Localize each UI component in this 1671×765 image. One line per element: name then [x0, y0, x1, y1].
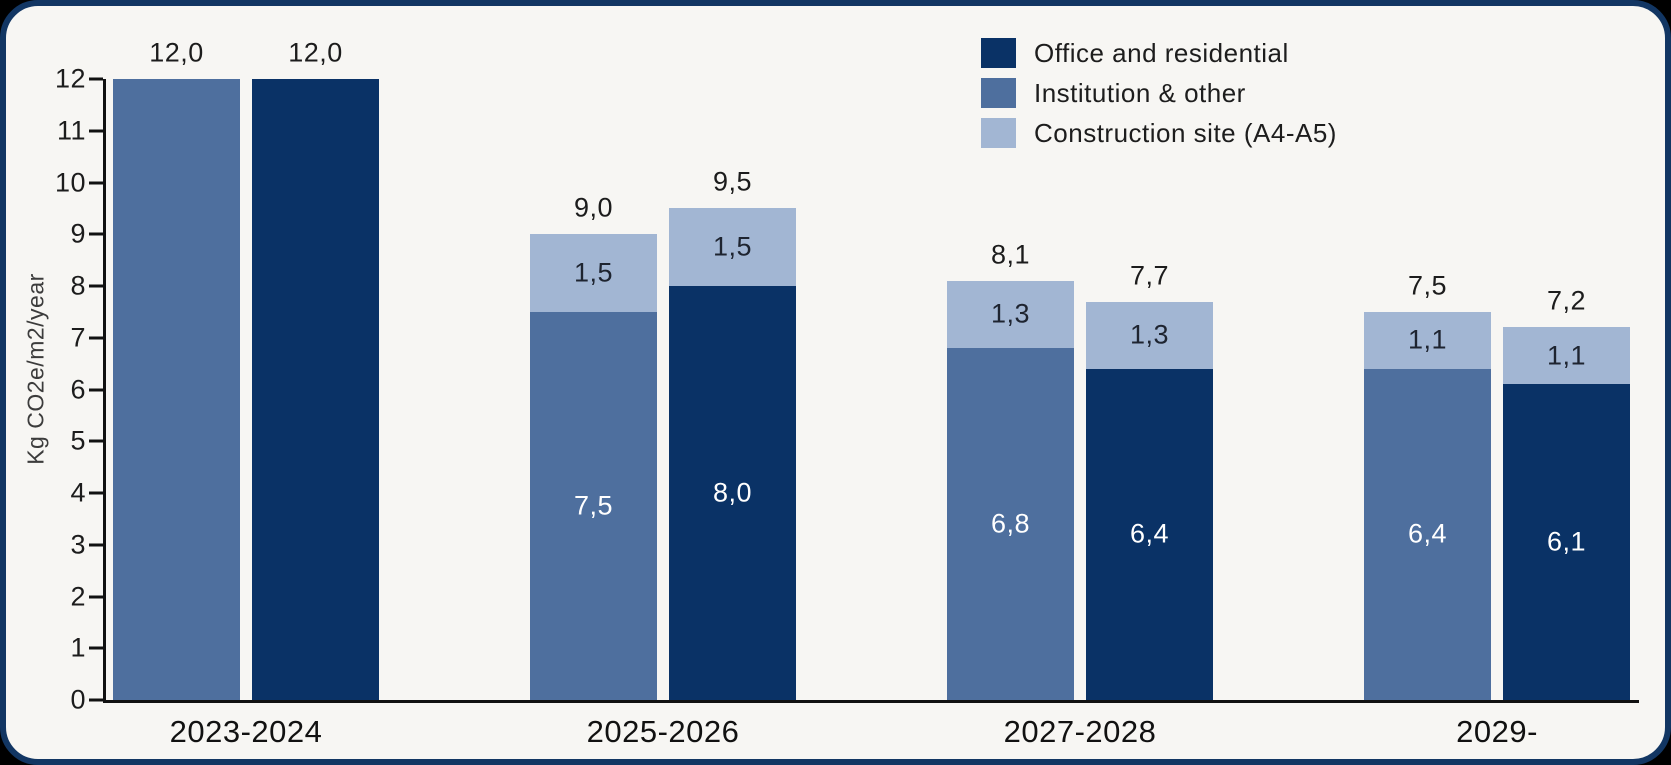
segment-value-label: 7,5	[573, 490, 614, 521]
y-tick-label: 10	[54, 167, 86, 197]
segment-value-label: 1,3	[990, 298, 1031, 329]
bar-total-label: 12,0	[149, 37, 204, 68]
y-tick-label: 0	[70, 684, 86, 715]
legend-row: Office and residential	[981, 38, 1337, 68]
bar-segment	[669, 286, 796, 700]
bar-segment	[530, 234, 657, 312]
bar-total-label: 7,5	[1407, 270, 1448, 301]
bar-total-label: 12,0	[288, 37, 343, 68]
legend-swatch	[981, 78, 1016, 108]
bar-total-label: 8,1	[990, 239, 1031, 270]
y-tick-mark	[89, 232, 103, 236]
y-tick-mark	[89, 439, 103, 443]
y-tick-mark	[89, 698, 103, 702]
y-tick-mark	[89, 388, 103, 391]
y-tick-mark	[89, 77, 103, 81]
y-tick-label: 1	[70, 632, 86, 663]
y-tick-label: 2	[70, 581, 86, 611]
x-category-label: 2023-2024	[169, 714, 323, 749]
segment-value-label: 1,5	[712, 231, 753, 262]
y-tick-mark	[89, 595, 103, 598]
bar-segment	[1503, 327, 1630, 385]
y-tick-label: 12	[54, 63, 86, 94]
segment-value-label: 6,8	[990, 508, 1031, 539]
x-category-label: 2025-2026	[586, 714, 740, 749]
bar-segment	[530, 311, 657, 700]
bar-segment	[1503, 384, 1630, 700]
bar-total-label: 7,7	[1129, 260, 1170, 291]
y-tick-label: 5	[70, 425, 86, 456]
y-tick-mark	[89, 491, 103, 495]
y-tick-mark	[89, 129, 103, 133]
y-tick-label: 11	[56, 115, 86, 146]
y-tick-label: 8	[70, 270, 86, 301]
x-axis-line	[103, 700, 1639, 703]
y-tick-mark	[89, 336, 103, 340]
bar-segment	[947, 280, 1074, 349]
bar-segment	[252, 79, 379, 700]
bar-segment	[1364, 311, 1491, 369]
segment-value-label: 1,5	[573, 257, 614, 288]
y-tick-mark	[89, 284, 103, 288]
segment-value-label: 1,1	[1546, 340, 1587, 371]
legend-label: Office and residential	[1034, 37, 1289, 68]
legend-swatch	[981, 38, 1016, 68]
segment-value-label: 6,1	[1546, 526, 1587, 557]
y-tick-label: 9	[70, 218, 86, 249]
legend-label: Construction site (A4-A5)	[1034, 117, 1337, 148]
y-tick-label: 6	[70, 374, 86, 404]
y-tick-label: 3	[70, 529, 86, 560]
y-axis-line	[103, 79, 106, 703]
segment-value-label: 8,0	[712, 477, 753, 508]
y-tick-mark	[89, 181, 103, 184]
bar-segment	[947, 348, 1074, 700]
y-tick-label: 7	[70, 322, 86, 353]
legend-row: Construction site (A4-A5)	[981, 118, 1337, 148]
x-category-label: 2027-2028	[1003, 714, 1157, 749]
y-tick-mark	[89, 543, 103, 547]
bar-segment	[669, 208, 796, 286]
y-tick-mark	[89, 646, 103, 650]
y-tick-label: 4	[70, 477, 86, 508]
bar-segment	[113, 79, 240, 700]
legend-label: Institution & other	[1034, 77, 1246, 108]
legend: Office and residential Institution & othe…	[981, 38, 1337, 158]
bar-segment	[1364, 368, 1491, 700]
bar-total-label: 9,0	[573, 192, 614, 223]
segment-value-label: 6,4	[1407, 518, 1448, 549]
legend-swatch	[981, 118, 1016, 148]
bar-total-label: 9,5	[712, 166, 753, 197]
bar-segment	[1086, 368, 1213, 700]
segment-value-label: 1,3	[1129, 319, 1170, 350]
segment-value-label: 6,4	[1129, 518, 1170, 549]
stacked-bar-chart: Kg CO2e/m2/year 0 1 2 3 4 5 6 7 8 9 10 11 12 12,0 12,…	[6, 6, 1665, 759]
segment-value-label: 1,1	[1407, 324, 1448, 355]
bar-segment	[1086, 301, 1213, 369]
legend-row: Institution & other	[981, 78, 1337, 108]
bar-total-label: 7,2	[1546, 285, 1587, 316]
x-category-label: 2029-	[1456, 714, 1538, 749]
